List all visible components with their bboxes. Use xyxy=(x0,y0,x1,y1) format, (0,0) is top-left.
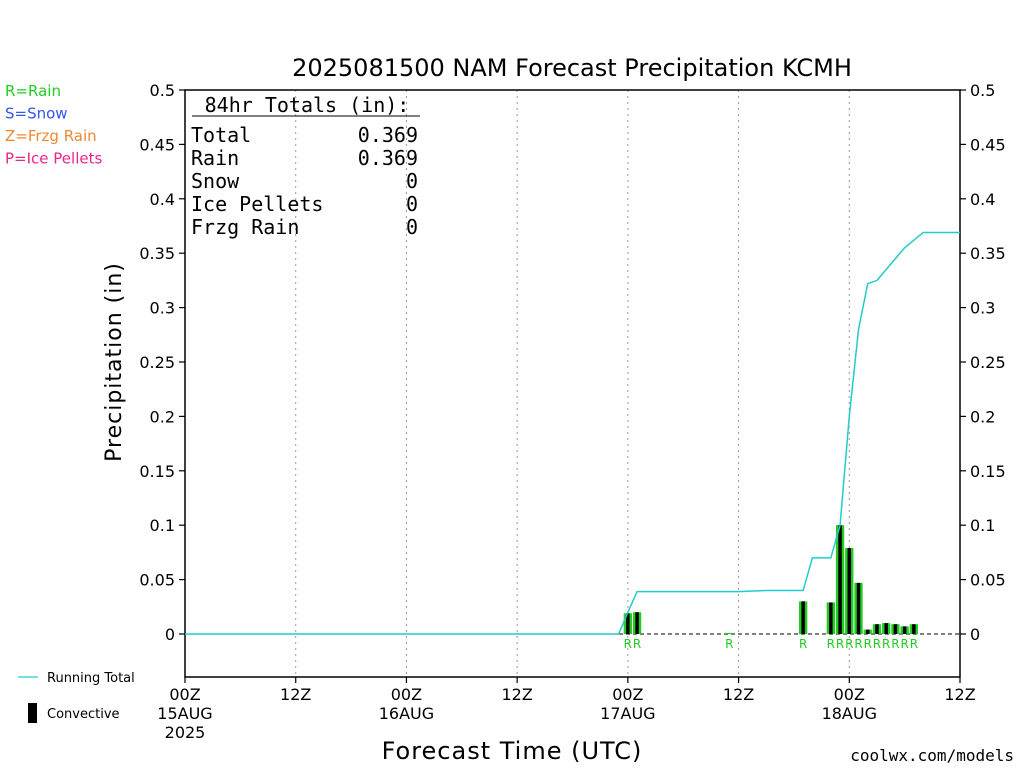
y-tick-label-left: 0.3 xyxy=(150,299,175,318)
totals-row-value: 0.369 xyxy=(358,123,418,147)
x-tick-label: 17AUG xyxy=(600,704,655,723)
ptype-label: R xyxy=(836,637,844,651)
y-tick-label-left: 0.45 xyxy=(139,135,175,154)
convective-bar xyxy=(856,582,861,634)
y-tick-label-right: 0.25 xyxy=(970,353,1006,372)
y-tick-label-left: 0.15 xyxy=(139,462,175,481)
convective-bar xyxy=(838,525,842,634)
grid-lines xyxy=(295,90,850,677)
y-tick-label-left: 0.25 xyxy=(139,353,175,372)
precip-bar xyxy=(725,632,734,634)
ptype-label: R xyxy=(725,637,733,651)
y-tick-label-left: 0.05 xyxy=(139,571,175,590)
totals-rows: Total 0.369 Rain 0.369 Snow 0 Ice Pellets 0 Frzg… xyxy=(191,123,418,239)
x-tick-label: 12Z xyxy=(723,685,754,704)
x-tick-label: 16AUG xyxy=(379,704,434,723)
ptype-label: R xyxy=(864,637,872,651)
convective-bar xyxy=(875,624,879,634)
chart-title: 2025081500 NAM Forecast Precipitation KC… xyxy=(292,54,852,82)
y-tick-label-left: 0.35 xyxy=(139,244,175,263)
legend-running-total-label: Running Total xyxy=(47,671,135,686)
totals-row-label: Frzg Rain xyxy=(191,215,299,239)
totals-row-label: Rain xyxy=(191,146,239,170)
convective-bar xyxy=(884,623,888,634)
x-tick-label: 00Z xyxy=(834,685,865,704)
y-tick-label-right: 0.35 xyxy=(970,244,1006,263)
ptype-label: R xyxy=(799,637,807,651)
totals-box: 84hr Totals (in): Total 0.369 Rain 0.369 Sno… xyxy=(191,93,420,239)
totals-row-value: 0.369 xyxy=(358,146,418,170)
y-tick-label-right: 0.05 xyxy=(970,571,1006,590)
convective-bar xyxy=(902,626,907,634)
y-axis-label: Precipitation (in) xyxy=(102,262,127,462)
ptype-label: R xyxy=(882,637,890,651)
ptype-label: R xyxy=(633,637,641,651)
totals-row-value: 0 xyxy=(406,192,418,216)
ptype-label: R xyxy=(854,637,862,651)
x-tick-label: 2025 xyxy=(165,723,206,742)
ptype-legend-item: Z=Frzg Rain xyxy=(5,127,97,145)
y-tick-label-left: 0.2 xyxy=(150,407,175,426)
y-tick-label-right: 0.15 xyxy=(970,462,1006,481)
x-tick-label: 00Z xyxy=(612,685,643,704)
ptype-label: R xyxy=(873,637,881,651)
y-tick-label-right: 0.5 xyxy=(970,81,995,100)
ptype-legend: R=Rain S=Snow Z=Frzg Rain P=Ice Pellets xyxy=(5,82,102,168)
y-tick-label-right: 0.2 xyxy=(970,407,995,426)
x-tick-label: 18AUG xyxy=(822,704,877,723)
convective-bar xyxy=(829,602,833,634)
y-tick-label-left: 0.5 xyxy=(150,81,175,100)
precip-bars xyxy=(623,525,919,634)
ptype-label: R xyxy=(900,637,908,651)
x-tick-label: 00Z xyxy=(169,685,200,704)
convective-bar xyxy=(847,548,852,634)
x-tick-label: 00Z xyxy=(391,685,422,704)
ptype-label: R xyxy=(624,637,632,651)
y-tick-label-right: 0.45 xyxy=(970,135,1006,154)
ptype-label: R xyxy=(910,637,918,651)
convective-bar xyxy=(635,612,639,634)
x-tick-label: 12Z xyxy=(280,685,311,704)
y-tick-label-right: 0.4 xyxy=(970,190,995,209)
ptype-legend-item: R=Rain xyxy=(5,82,61,100)
x-tick-label: 12Z xyxy=(501,685,532,704)
y-axis-ticks: 0 00.05 0.050.1 0.10.15 0.150.2 0.20.25 0.250.… xyxy=(139,81,1005,644)
legend-convective-swatch xyxy=(28,703,37,723)
ptype-label: R xyxy=(891,637,899,651)
totals-row-label: Total xyxy=(191,123,251,147)
convective-bar xyxy=(912,624,916,634)
y-tick-label-left: 0 xyxy=(165,625,175,644)
x-axis-label: Forecast Time (UTC) xyxy=(382,737,643,765)
y-tick-label-right: 0.3 xyxy=(970,299,995,318)
y-tick-label-right: 0 xyxy=(970,625,980,644)
convective-bar xyxy=(865,629,870,634)
x-tick-label: 15AUG xyxy=(157,704,212,723)
ptype-label: R xyxy=(827,637,835,651)
totals-heading: 84hr Totals (in): xyxy=(205,93,410,117)
y-tick-label-left: 0.1 xyxy=(150,516,175,535)
totals-row-label: Snow xyxy=(191,169,240,193)
totals-row-label: Ice Pellets xyxy=(191,192,323,216)
y-tick-label-left: 0.4 xyxy=(150,190,175,209)
totals-row-value: 0 xyxy=(406,169,418,193)
x-tick-label: 12Z xyxy=(944,685,975,704)
totals-row-value: 0 xyxy=(406,215,418,239)
running-total-line xyxy=(185,231,960,635)
series-legend: Running Total Convective xyxy=(18,671,135,723)
legend-convective-label: Convective xyxy=(47,707,120,722)
ptype-legend-item: P=Ice Pellets xyxy=(5,150,102,168)
credit-text: coolwx.com/models xyxy=(850,746,1014,765)
y-tick-label-right: 0.1 xyxy=(970,516,995,535)
convective-bar xyxy=(626,613,630,634)
ptype-legend-item: S=Snow xyxy=(5,105,68,123)
ptype-label: R xyxy=(845,637,853,651)
convective-bar xyxy=(801,601,805,634)
convective-bar xyxy=(893,624,898,634)
plot-frame xyxy=(184,89,961,678)
